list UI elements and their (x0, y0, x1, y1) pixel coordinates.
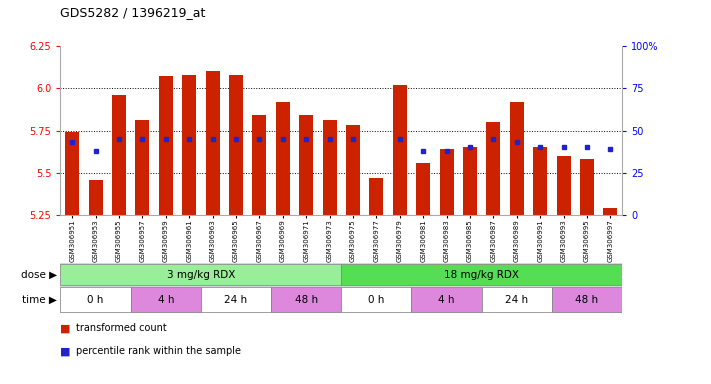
Bar (482, 287, 552, 312)
Bar (416, 163, 430, 215)
Text: 24 h: 24 h (506, 295, 528, 305)
Bar (131, 287, 201, 312)
Text: time ▶: time ▶ (22, 295, 57, 305)
Text: GDS5282 / 1396219_at: GDS5282 / 1396219_at (60, 6, 205, 19)
Bar (604, 208, 617, 215)
Bar (276, 102, 290, 215)
Text: transformed count: transformed count (76, 323, 167, 333)
Bar (182, 75, 196, 215)
Bar (463, 147, 477, 215)
Bar (323, 121, 336, 215)
Bar (341, 287, 412, 312)
Text: 0 h: 0 h (87, 295, 104, 305)
Text: dose ▶: dose ▶ (21, 270, 57, 280)
Bar (510, 102, 524, 215)
Bar (89, 180, 102, 215)
Text: 48 h: 48 h (294, 295, 318, 305)
Text: 3 mg/kg RDX: 3 mg/kg RDX (166, 270, 235, 280)
Text: ■: ■ (60, 323, 71, 333)
Bar (557, 156, 571, 215)
Bar (346, 126, 360, 215)
Bar (271, 287, 341, 312)
Bar (412, 287, 482, 312)
Bar (65, 132, 79, 215)
Bar (370, 178, 383, 215)
Bar (135, 121, 149, 215)
Bar (159, 76, 173, 215)
Text: 48 h: 48 h (575, 295, 599, 305)
Bar (229, 75, 243, 215)
Bar (580, 159, 594, 215)
Bar (60, 264, 341, 285)
Text: ■: ■ (60, 346, 71, 356)
Bar (439, 149, 454, 215)
Bar (252, 115, 267, 215)
Bar (552, 287, 622, 312)
Bar (392, 85, 407, 215)
Bar (486, 122, 501, 215)
Bar (201, 287, 271, 312)
Text: 0 h: 0 h (368, 295, 385, 305)
Bar (299, 115, 313, 215)
Text: 18 mg/kg RDX: 18 mg/kg RDX (444, 270, 519, 280)
Text: 4 h: 4 h (158, 295, 174, 305)
Text: percentile rank within the sample: percentile rank within the sample (76, 346, 241, 356)
Bar (341, 264, 622, 285)
Bar (112, 95, 126, 215)
Bar (60, 287, 131, 312)
Text: 4 h: 4 h (439, 295, 455, 305)
Bar (533, 147, 547, 215)
Bar (205, 71, 220, 215)
Text: 24 h: 24 h (225, 295, 247, 305)
